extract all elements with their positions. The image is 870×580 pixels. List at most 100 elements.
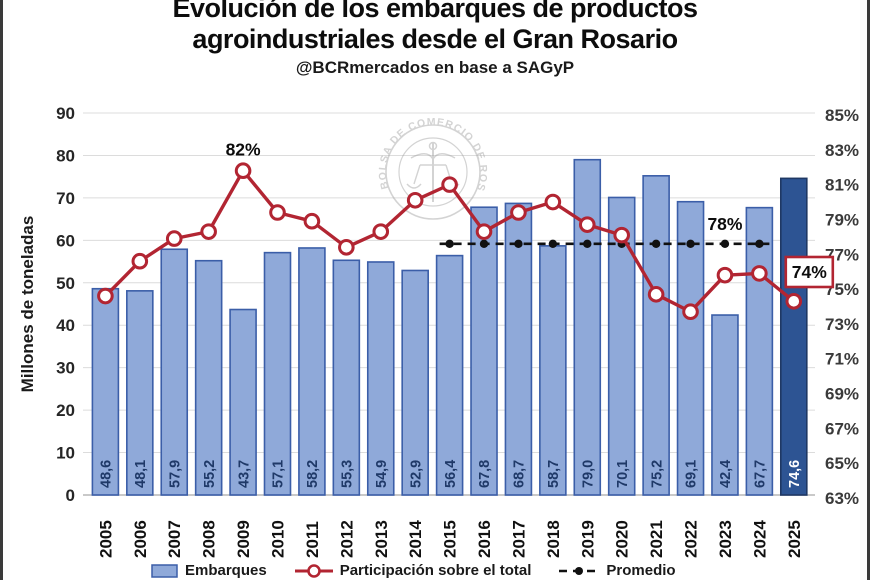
line-marker [234, 162, 252, 180]
x-tick-label: 2021 [647, 520, 666, 558]
line-marker [372, 223, 390, 240]
y-axis-title: Millones de toneladas [18, 216, 37, 393]
line-marker [165, 230, 183, 247]
x-tick-label: 2023 [716, 520, 735, 558]
svg-text:65%: 65% [825, 454, 859, 473]
bar-2019 [573, 158, 602, 496]
average-annotation: 78% [707, 214, 742, 234]
x-tick-label: 2011 [303, 521, 322, 558]
average-dot [479, 239, 489, 249]
line-marker [406, 192, 424, 209]
average-dot [583, 239, 592, 249]
line-marker [716, 266, 734, 284]
bar-value-label: 48,1 [133, 460, 149, 488]
x-tick-label: 2009 [234, 520, 253, 558]
bar-2017 [504, 202, 533, 496]
x-tick-label: 2016 [475, 520, 494, 558]
average-dot [514, 239, 523, 249]
bar-value-label: 75,2 [649, 460, 665, 488]
line-marker [200, 223, 217, 240]
x-tick-label: 2020 [613, 520, 632, 558]
chart-title-line2: agroindustriales desde el Gran Rosario [192, 24, 678, 54]
svg-text:0: 0 [66, 486, 75, 505]
legend-item-participacion: Participación sobre el total [294, 562, 532, 579]
axis-labels: 010203040506070809063%65%67%69%71%73%75%… [18, 104, 859, 508]
line-marker [338, 239, 355, 256]
svg-text:10: 10 [56, 444, 75, 463]
x-tick-label: 2012 [337, 520, 356, 558]
line-marker-icon [294, 563, 333, 578]
bar-2006 [126, 290, 154, 496]
svg-text:73%: 73% [825, 315, 859, 334]
chart-legend: Embarques Participación sobre el total P… [151, 562, 676, 579]
line-marker [303, 212, 321, 230]
bar-2005 [91, 287, 120, 496]
bar-2013 [366, 261, 395, 496]
line-marker [613, 226, 631, 244]
bar-2021 [642, 175, 670, 496]
svg-text:40: 40 [56, 316, 75, 335]
line-marker [441, 176, 458, 193]
line-marker [510, 204, 527, 221]
legend-label-participacion: Participación sobre el total [339, 562, 532, 579]
average-dot [445, 239, 454, 249]
line-marker [269, 204, 286, 221]
average-dot [548, 239, 558, 249]
bar-2007 [160, 248, 189, 496]
legend-item-embarques: Embarques [151, 562, 267, 579]
svg-text:60: 60 [56, 231, 75, 250]
x-tick-label: 2007 [165, 520, 184, 558]
bar-2023 [711, 314, 739, 496]
x-tick-label: 2017 [509, 520, 528, 558]
line-marker [475, 223, 493, 240]
average-line [439, 239, 770, 249]
bar-value-label: 57,1 [271, 460, 287, 488]
average-dot [720, 239, 730, 249]
bar-value-label: 58,7 [546, 460, 562, 488]
svg-text:79%: 79% [825, 210, 859, 229]
bar-value-label: 42,4 [718, 460, 734, 488]
x-tick-label: 2013 [372, 520, 391, 558]
svg-text:85%: 85% [825, 106, 859, 125]
bar-value-label: 57,9 [167, 460, 183, 488]
x-tick-label: 2024 [750, 520, 769, 558]
svg-text:81%: 81% [825, 176, 859, 195]
x-tick-label: 2019 [578, 520, 597, 558]
x-tick-label: 2022 [682, 520, 701, 558]
svg-text:20: 20 [56, 401, 75, 420]
legend-label-promedio: Promedio [606, 562, 676, 579]
bar-2024 [745, 206, 774, 496]
svg-text:50: 50 [56, 274, 75, 293]
chart-header: Evolución de los embarques de productos … [3, 0, 867, 78]
x-tick-label: 2005 [96, 520, 115, 558]
svg-text:90: 90 [56, 104, 75, 123]
line-marker [647, 286, 665, 303]
dashed-line-icon [559, 566, 600, 575]
participation-line [97, 162, 803, 321]
svg-text:83%: 83% [825, 141, 859, 160]
average-dot [686, 239, 695, 249]
bar-value-label: 52,9 [408, 460, 424, 488]
x-tick-label: 2025 [785, 520, 804, 558]
bar-value-label: 55,2 [202, 460, 218, 488]
x-tick-label: 2014 [406, 520, 425, 558]
chart-subtitle: @BCRmercados en base a SAGyP [295, 58, 575, 77]
bar-2012 [332, 259, 361, 496]
x-tick-label: 2008 [200, 520, 219, 558]
bar-value-label: 43,7 [236, 460, 252, 488]
svg-text:63%: 63% [825, 489, 859, 508]
bar-value-label: 69,1 [684, 460, 700, 488]
line-marker [682, 303, 699, 321]
bar-2011 [298, 247, 326, 496]
svg-text:70: 70 [56, 189, 75, 208]
svg-text:69%: 69% [825, 385, 859, 404]
average-dot [755, 239, 764, 249]
bar-2014 [401, 269, 429, 496]
bar-value-label: 48,6 [99, 460, 115, 488]
annotations: 82% 78% 74% [226, 140, 835, 289]
line-marker [97, 287, 114, 305]
svg-text:80: 80 [56, 146, 75, 165]
bar-2009 [229, 308, 257, 496]
svg-text:71%: 71% [825, 350, 859, 369]
bar-value-label: 56,4 [443, 460, 459, 488]
